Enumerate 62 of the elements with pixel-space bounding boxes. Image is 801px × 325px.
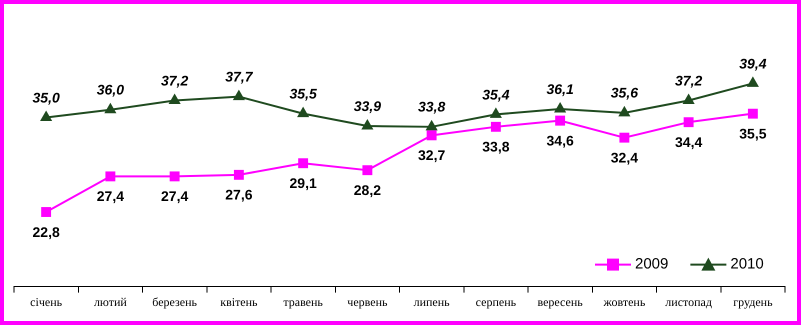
x-tick-label: вересень (538, 294, 584, 309)
point (619, 132, 630, 143)
data-label: 32,7 (418, 147, 446, 164)
data-label: 33,9 (354, 98, 382, 114)
point (40, 110, 52, 122)
data-label: 39,4 (739, 55, 767, 72)
point (684, 117, 694, 128)
data-label: 27,4 (96, 188, 124, 204)
data-label: 37,2 (161, 72, 188, 88)
x-tick-label: лютий (94, 294, 128, 309)
data-label: 33,8 (418, 98, 446, 115)
point (41, 207, 52, 217)
data-label: 27,4 (161, 188, 188, 204)
x-tick-label: травень (283, 294, 324, 309)
data-label: 37,7 (225, 68, 254, 84)
data-label: 35,0 (32, 89, 60, 106)
point (554, 102, 566, 112)
point (105, 171, 116, 182)
data-label: 35,6 (610, 84, 638, 101)
data-label: 36,1 (546, 80, 574, 97)
x-tick-label: листопад (665, 294, 712, 309)
x-tick-label: червень (347, 294, 388, 309)
data-label: 29,1 (290, 175, 317, 192)
point (362, 165, 372, 176)
data-label: 32,4 (610, 150, 638, 166)
x-tick-label: жовтень (602, 294, 646, 309)
point (361, 119, 374, 130)
legend-label: 2010 (730, 256, 764, 273)
data-label: 22,8 (32, 224, 60, 240)
data-label: 33,8 (482, 138, 510, 155)
point (234, 170, 244, 180)
data-label: 35,4 (482, 86, 510, 102)
x-tick-label: квітень (220, 294, 258, 309)
data-label: 36,0 (96, 82, 124, 98)
x-tick-label: грудень (733, 294, 774, 309)
data-label: 27,6 (225, 186, 253, 203)
x-tick-label: березень (152, 294, 198, 309)
point (748, 108, 758, 119)
data-label: 28,2 (354, 182, 382, 198)
legend-label: 2009 (635, 256, 668, 273)
point (170, 171, 180, 182)
point (168, 93, 181, 104)
x-tick-label: липень (414, 294, 450, 309)
data-label: 34,4 (675, 134, 702, 150)
point (426, 120, 438, 130)
point (104, 102, 116, 114)
point (555, 116, 566, 126)
data-label: 35,5 (290, 86, 317, 102)
point (298, 158, 308, 168)
point (490, 122, 501, 132)
x-tick-label: січень (30, 294, 63, 309)
data-label: 37,2 (675, 72, 702, 88)
point (297, 106, 310, 118)
point (682, 93, 695, 104)
data-label: 35,5 (739, 126, 767, 142)
x-tick-label: серпень (476, 294, 517, 309)
point (490, 107, 502, 118)
point (232, 90, 245, 100)
point (618, 106, 630, 116)
point (426, 130, 437, 140)
point (746, 76, 759, 87)
data-label: 34,6 (546, 132, 574, 148)
